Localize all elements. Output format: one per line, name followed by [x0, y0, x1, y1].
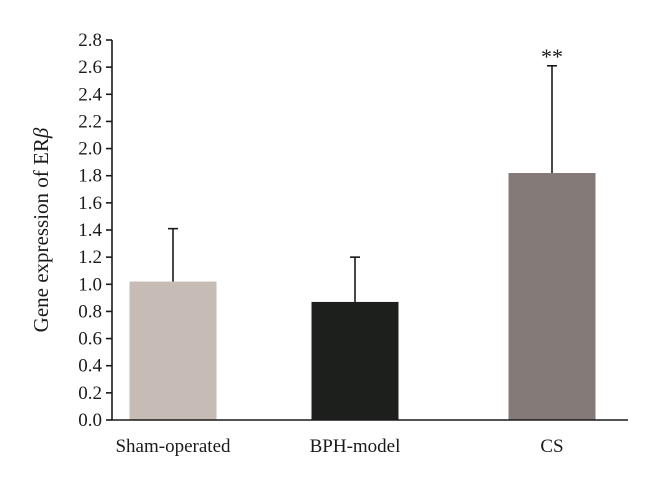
y-tick-label: 1.2	[78, 247, 102, 268]
y-axis-ticks: 0.0 0.2 0.4 0.6 0.8 1.0 1.2 1.4 1.6 1.8 2.0 2.2 2.4 2…	[78, 30, 112, 431]
y-tick-label: 2.4	[78, 84, 102, 105]
x-axis-categories: Sham-operated BPH-model CS	[115, 436, 563, 457]
bars	[129, 173, 596, 420]
bar-cs	[508, 173, 596, 420]
significance-annotations: **	[541, 44, 563, 69]
significance-label: **	[541, 44, 563, 69]
x-category-label: CS	[540, 436, 563, 457]
y-tick-label: 0.8	[78, 301, 102, 322]
y-tick-label: 1.4	[78, 220, 102, 241]
bar-sham-operated	[129, 281, 217, 420]
y-tick-label: 0.6	[78, 329, 102, 350]
y-tick-label: 1.6	[78, 193, 102, 214]
y-tick-label: 2.2	[78, 111, 102, 132]
error-bars	[168, 64, 557, 302]
y-tick-label: 2.6	[78, 57, 102, 78]
axes	[111, 40, 628, 421]
bar-bph-model	[311, 301, 399, 420]
y-tick-label: 1.8	[78, 166, 102, 187]
x-category-label: Sham-operated	[115, 436, 231, 457]
y-axis-label: Gene expression of ERβ	[29, 127, 53, 332]
y-tick-label: 2.8	[78, 30, 102, 51]
y-tick-label: 2.0	[78, 139, 102, 160]
y-tick-label: 1.0	[78, 274, 102, 295]
y-tick-label: 0.0	[78, 410, 102, 431]
x-category-label: BPH-model	[310, 436, 401, 457]
y-axis-label-text: Gene expression of ER	[29, 138, 53, 332]
y-tick-label: 0.4	[78, 356, 102, 377]
y-tick-label: 0.2	[78, 383, 102, 404]
y-axis-label-symbol: β	[29, 127, 53, 139]
